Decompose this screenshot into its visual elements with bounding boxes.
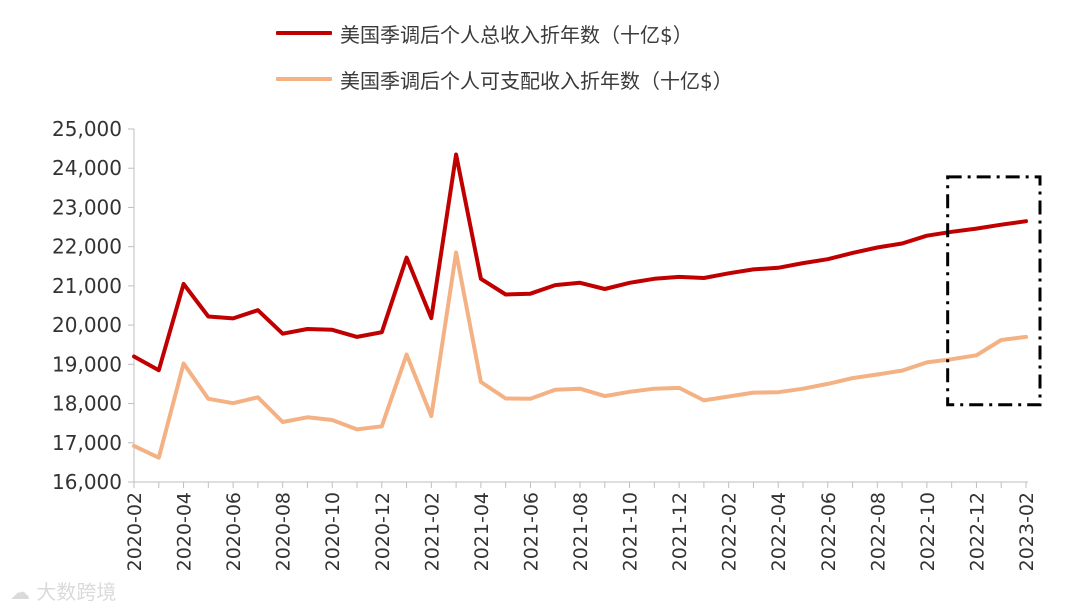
y-tick-label: 22,000 (52, 235, 122, 259)
legend-label-disposable-income: 美国季调后个人可支配收入折年数（十亿$） (340, 68, 733, 93)
series-line-disposable-income (132, 250, 1028, 460)
x-tick-label: 2021-04 (471, 492, 493, 571)
x-axis-ticks: 2020-02 2020-04 2020-06 2020-08 2020-10 2020-… (124, 482, 1038, 571)
axes (133, 129, 1028, 483)
x-tick-label: 2021-08 (570, 492, 592, 571)
x-tick-label: 2020-04 (174, 492, 196, 571)
series-line-total-income (132, 152, 1028, 373)
x-tick-label: 2022-12 (966, 492, 988, 571)
y-tick-label: 17,000 (52, 431, 122, 455)
legend-swatch-disposable-income (276, 77, 332, 81)
watermark: ☁ 大数跨境 (10, 576, 116, 605)
x-tick-label: 2022-06 (818, 492, 840, 571)
watermark-text: 大数跨境 (36, 580, 117, 604)
highlight-rectangle (946, 175, 1042, 407)
x-tick-label: 2020-10 (322, 492, 344, 571)
x-tick-label: 2021-02 (421, 492, 443, 571)
x-tick-label: 2022-08 (867, 492, 889, 571)
y-tick-label: 23,000 (52, 195, 122, 219)
x-tick-label: 2020-12 (372, 492, 394, 571)
highlight-box (946, 175, 1042, 407)
legend-item-disposable-income: 美国季调后个人可支配收入折年数（十亿$） (276, 56, 836, 102)
legend-label-total-income: 美国季调后个人总收入折年数（十亿$） (340, 22, 693, 47)
y-tick-label: 16,000 (52, 470, 122, 494)
x-tick-label: 2022-10 (917, 492, 939, 571)
x-tick-label: 2023-02 (1016, 492, 1038, 571)
legend-item-total-income: 美国季调后个人总收入折年数（十亿$） (276, 10, 836, 56)
x-tick-label: 2022-04 (768, 492, 790, 571)
y-tick-label: 21,000 (52, 274, 122, 298)
y-axis-ticks: 16,000 17,000 18,000 19,000 20,000 21,000 22,0… (52, 117, 134, 494)
y-tick-label: 24,000 (52, 156, 122, 180)
x-tick-label: 2020-08 (273, 492, 295, 571)
series-lines (132, 152, 1028, 460)
x-tick-label: 2022-02 (719, 492, 741, 571)
y-tick-label: 25,000 (52, 117, 122, 141)
x-tick-label: 2021-12 (669, 492, 691, 571)
y-tick-label: 20,000 (52, 313, 122, 337)
cloud-logo-icon: ☁ (10, 580, 30, 604)
y-tick-label: 19,000 (52, 352, 122, 376)
legend: 美国季调后个人总收入折年数（十亿$） 美国季调后个人可支配收入折年数（十亿$） (276, 10, 836, 102)
y-tick-label: 18,000 (52, 392, 122, 416)
x-tick-label: 2021-10 (620, 492, 642, 571)
x-tick-label: 2020-06 (223, 492, 245, 571)
legend-swatch-total-income (276, 31, 332, 35)
x-tick-label: 2020-02 (124, 492, 146, 571)
x-tick-label: 2021-06 (520, 492, 542, 571)
